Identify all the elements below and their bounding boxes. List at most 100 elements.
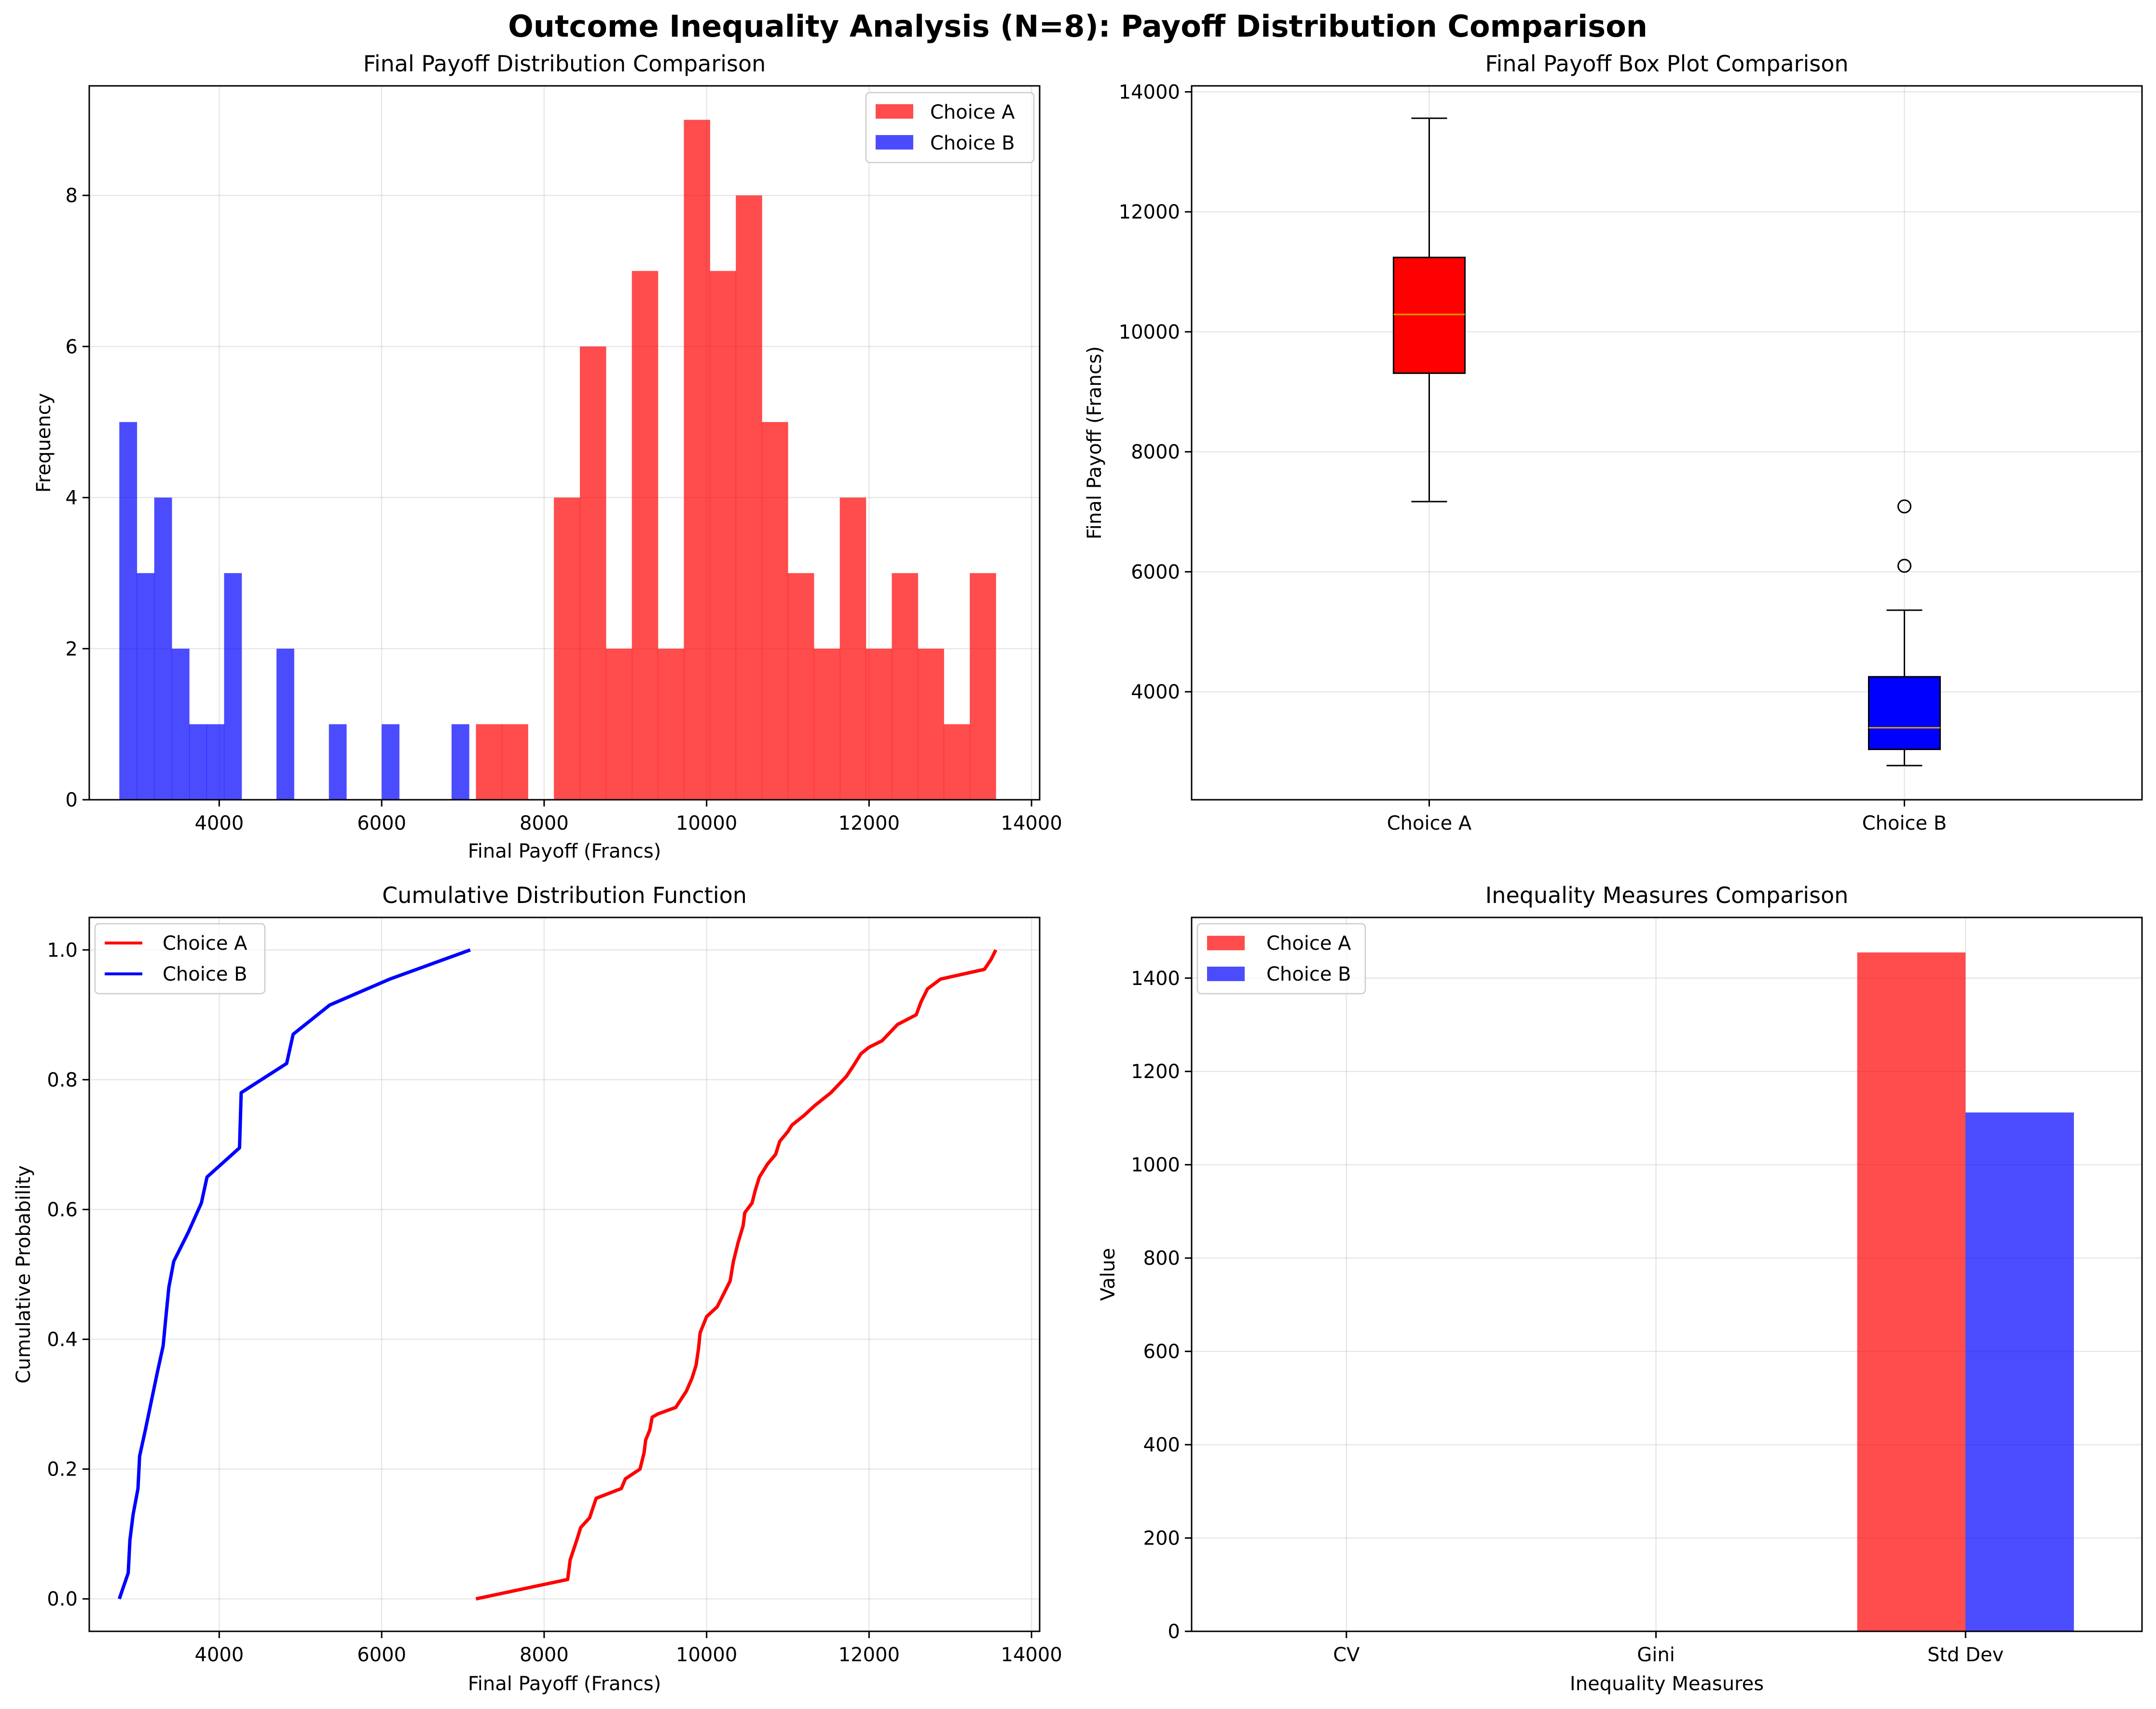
inequality-bar-choice-b [1965,1112,2074,1631]
histogram-ytick-label: 2 [66,638,78,660]
histogram-bar-choice-a [762,422,788,800]
histogram-bar-choice-a [736,195,762,800]
histogram-bar-choice-b [189,724,207,800]
histogram-xtick-label: 10000 [676,812,737,834]
histogram-ticks: 4000 6000 8000 10000 12000 14000 0 2 4 6 8 [66,185,1062,834]
inequality-title: Inequality Measures Comparison [1485,882,1849,908]
histogram-bar-choice-a [684,120,710,800]
histogram-bar-choice-a [970,573,996,800]
boxplot-ytick-label: 10000 [1119,321,1180,343]
box-body-choice-a [1393,257,1466,374]
boxplot-ylabel: Final Payoff (Francs) [1084,346,1106,540]
histogram-bar-choice-a [579,346,606,800]
cdf-frame [88,916,1041,1632]
box-body-choice-b [1868,676,1941,751]
histogram-xtick-label: 8000 [520,812,569,834]
histogram-frame [88,85,1041,801]
histogram-bar-choice-b [119,422,137,800]
boxplot-ytick-label: 6000 [1131,561,1180,583]
histogram-bar-choice-a [788,573,814,800]
histogram-bar-choice-b [329,724,347,800]
boxplot-ytick-label: 4000 [1131,681,1180,703]
histogram-bar-choice-a [632,271,659,800]
boxplot-boxes [1393,117,1941,766]
histogram-bar-choice-a [865,648,893,800]
histogram-bar-choice-b [451,724,469,800]
cdf-grid [89,917,1040,1631]
histogram-ytick-label: 0 [66,789,78,811]
boxplot-ytick-label: 14000 [1119,81,1180,103]
inequality-ytick-label: 0 [1168,1621,1180,1643]
legend-label-choice-a: Choice A [1266,932,1351,955]
cdf-xtick-label: 4000 [195,1644,244,1666]
cdf-line-choice-b [117,948,471,1600]
legend-label-choice-b: Choice B [930,132,1015,154]
inequality-frame [1191,916,2143,1632]
histogram-bar-choice-b [171,648,190,800]
histogram-xtick-label: 14000 [1001,812,1062,834]
cdf-ytick-label: 0.6 [47,1199,78,1221]
figure-title: Outcome Inequality Analysis (N=8): Payof… [508,9,1648,44]
boxplot-xtick-label: Choice B [1862,812,1947,834]
legend-frame [94,923,266,995]
boxplot-frame [1191,85,2143,801]
histogram-xlabel: Final Payoff (Francs) [468,840,661,862]
cdf-xtick-label: 8000 [520,1644,569,1666]
panel-histogram: Final Payoff Distribution Comparison 400… [33,51,1062,862]
inequality-ytick-label: 1000 [1131,1154,1180,1176]
legend-swatch-choice-b [876,135,913,150]
inequality-ticks: CV Gini Std Dev 0 200 400 600 800 1000 1200 1400 [1131,968,2004,1666]
histogram-bar-choice-b [206,724,225,800]
inequality-ytick-label: 1200 [1131,1061,1180,1083]
cdf-ticks: 4000 6000 8000 10000 12000 14000 0.0 0.2 0.4 0.6 0… [47,939,1062,1666]
histogram-bar-choice-a [710,271,736,800]
inequality-ytick-label: 400 [1143,1434,1180,1456]
cdf-ytick-label: 1.0 [47,939,78,961]
boxplot-ytick-label: 12000 [1119,201,1180,223]
histogram-ytick-label: 6 [66,336,78,358]
boxplot-grid [1192,86,2142,800]
inequality-ytick-label: 800 [1143,1247,1180,1270]
inequality-bars [1238,952,2074,1631]
boxplot-title: Final Payoff Box Plot Comparison [1485,51,1848,77]
legend-swatch-choice-a [876,104,913,119]
inequality-xtick-label: Std Dev [1927,1644,2004,1666]
histogram-bars [119,120,996,800]
histogram-bar-choice-b [276,648,294,800]
inequality-xlabel: Inequality Measures [1570,1673,1764,1695]
inequality-xtick-label: CV [1333,1644,1360,1666]
cdf-ytick-label: 0.4 [47,1329,78,1351]
cdf-ytick-label: 0.0 [47,1588,78,1611]
histogram-bar-choice-a [554,497,580,800]
panel-inequality: Inequality Measures Comparison CV Gini Std… [1097,882,2143,1695]
histogram-bar-choice-b [137,573,155,800]
histogram-bar-choice-a [605,648,632,800]
cdf-xtick-label: 14000 [1001,1644,1062,1666]
histogram-bar-choice-b [382,724,399,800]
legend-label-choice-a: Choice A [930,101,1015,123]
inequality-ytick-label: 200 [1143,1528,1180,1550]
legend-label-choice-b: Choice B [163,963,247,985]
cdf-lines [117,948,998,1601]
histogram-legend: Choice A Choice B [865,92,1035,164]
histogram-bar-choice-a [839,497,866,800]
legend-label-choice-b: Choice B [1266,963,1351,985]
cdf-xtick-label: 6000 [357,1644,406,1666]
cdf-xtick-label: 10000 [676,1644,737,1666]
legend-swatch-choice-a [1207,936,1245,950]
boxplot-ticks: Choice A Choice B 4000 6000 8000 10000 12000 14… [1119,81,1947,834]
cdf-ylabel: Cumulative Probability [13,1165,35,1383]
legend-swatch-choice-b [1207,967,1245,981]
histogram-bar-choice-a [502,724,528,800]
panel-boxplot: Final Payoff Box Plot Comparison Choice … [1084,51,2143,834]
histogram-title: Final Payoff Distribution Comparison [363,51,766,77]
inequality-ytick-label: 600 [1143,1341,1180,1363]
box-outlier-choice-b [1897,559,1911,573]
histogram-xtick-label: 6000 [357,812,406,834]
cdf-title: Cumulative Distribution Function [382,882,747,908]
histogram-bar-choice-a [944,724,970,800]
inequality-legend: Choice A Choice B [1196,923,1366,995]
histogram-bar-choice-a [813,648,840,800]
boxplot-ytick-label: 8000 [1131,441,1180,464]
